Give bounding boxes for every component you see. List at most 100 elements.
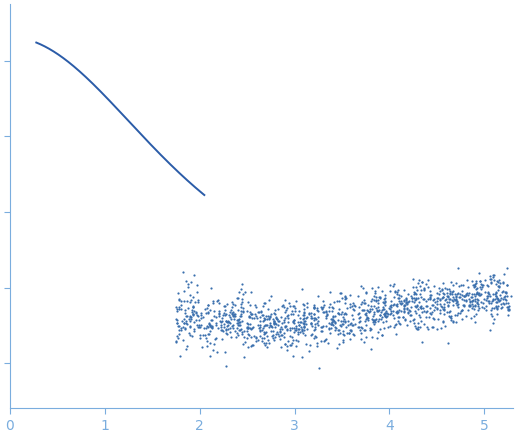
- Point: [299, 321, 308, 328]
- Point: [330, 318, 338, 325]
- Point: [474, 290, 482, 297]
- Point: [504, 300, 512, 307]
- Point: [206, 327, 215, 334]
- Point: [419, 286, 428, 293]
- Point: [330, 327, 339, 334]
- Point: [362, 289, 370, 296]
- Point: [446, 307, 454, 314]
- Point: [496, 296, 504, 303]
- Point: [300, 317, 308, 324]
- Point: [283, 342, 291, 349]
- Point: [216, 317, 224, 324]
- Point: [218, 335, 226, 342]
- Point: [434, 316, 442, 323]
- Point: [265, 315, 273, 322]
- Point: [474, 296, 482, 303]
- Point: [328, 319, 336, 326]
- Point: [436, 297, 444, 304]
- Point: [492, 298, 500, 305]
- Point: [299, 316, 307, 323]
- Point: [177, 305, 186, 312]
- Point: [431, 299, 439, 306]
- Point: [298, 319, 307, 326]
- Point: [499, 300, 508, 307]
- Point: [360, 327, 369, 334]
- Point: [348, 300, 357, 307]
- Point: [440, 300, 448, 307]
- Point: [196, 312, 205, 319]
- Point: [445, 299, 453, 306]
- Point: [261, 331, 269, 338]
- Point: [363, 317, 372, 324]
- Point: [480, 276, 489, 283]
- Point: [336, 329, 344, 336]
- Point: [181, 306, 189, 313]
- Point: [439, 306, 447, 313]
- Point: [381, 299, 389, 306]
- Point: [220, 320, 228, 327]
- Point: [395, 297, 403, 304]
- Point: [393, 314, 402, 321]
- Point: [386, 310, 394, 317]
- Point: [325, 324, 333, 331]
- Point: [473, 300, 481, 307]
- Point: [327, 321, 335, 328]
- Point: [188, 332, 196, 339]
- Point: [449, 301, 458, 308]
- Point: [445, 308, 453, 315]
- Point: [479, 305, 488, 312]
- Point: [368, 305, 376, 312]
- Point: [357, 336, 366, 343]
- Point: [322, 312, 330, 319]
- Point: [329, 313, 338, 320]
- Point: [356, 314, 364, 321]
- Point: [373, 307, 382, 314]
- Point: [465, 295, 473, 302]
- Point: [310, 311, 318, 318]
- Point: [378, 307, 387, 314]
- Point: [459, 302, 467, 309]
- Point: [233, 325, 241, 332]
- Point: [258, 317, 267, 324]
- Point: [271, 324, 279, 331]
- Point: [349, 321, 358, 328]
- Point: [327, 325, 335, 332]
- Point: [426, 296, 434, 303]
- Point: [299, 311, 307, 318]
- Point: [302, 340, 311, 347]
- Point: [461, 292, 469, 299]
- Point: [362, 309, 370, 316]
- Point: [417, 304, 425, 311]
- Point: [436, 288, 445, 295]
- Point: [297, 319, 305, 326]
- Point: [498, 303, 506, 310]
- Point: [173, 320, 181, 327]
- Point: [224, 319, 233, 326]
- Point: [342, 310, 350, 317]
- Point: [490, 276, 498, 283]
- Point: [495, 298, 503, 305]
- Point: [246, 320, 254, 327]
- Point: [271, 321, 280, 328]
- Point: [406, 307, 414, 314]
- Point: [402, 299, 410, 306]
- Point: [390, 293, 399, 300]
- Point: [387, 303, 396, 310]
- Point: [402, 296, 410, 303]
- Point: [310, 315, 318, 322]
- Point: [462, 291, 470, 298]
- Point: [499, 295, 507, 302]
- Point: [334, 341, 343, 348]
- Point: [374, 283, 382, 290]
- Point: [208, 323, 216, 329]
- Point: [201, 332, 209, 339]
- Point: [216, 309, 224, 316]
- Point: [229, 324, 237, 331]
- Point: [243, 325, 251, 332]
- Point: [244, 299, 252, 306]
- Point: [381, 298, 389, 305]
- Point: [341, 319, 349, 326]
- Point: [277, 343, 285, 350]
- Point: [362, 311, 370, 318]
- Point: [285, 300, 293, 307]
